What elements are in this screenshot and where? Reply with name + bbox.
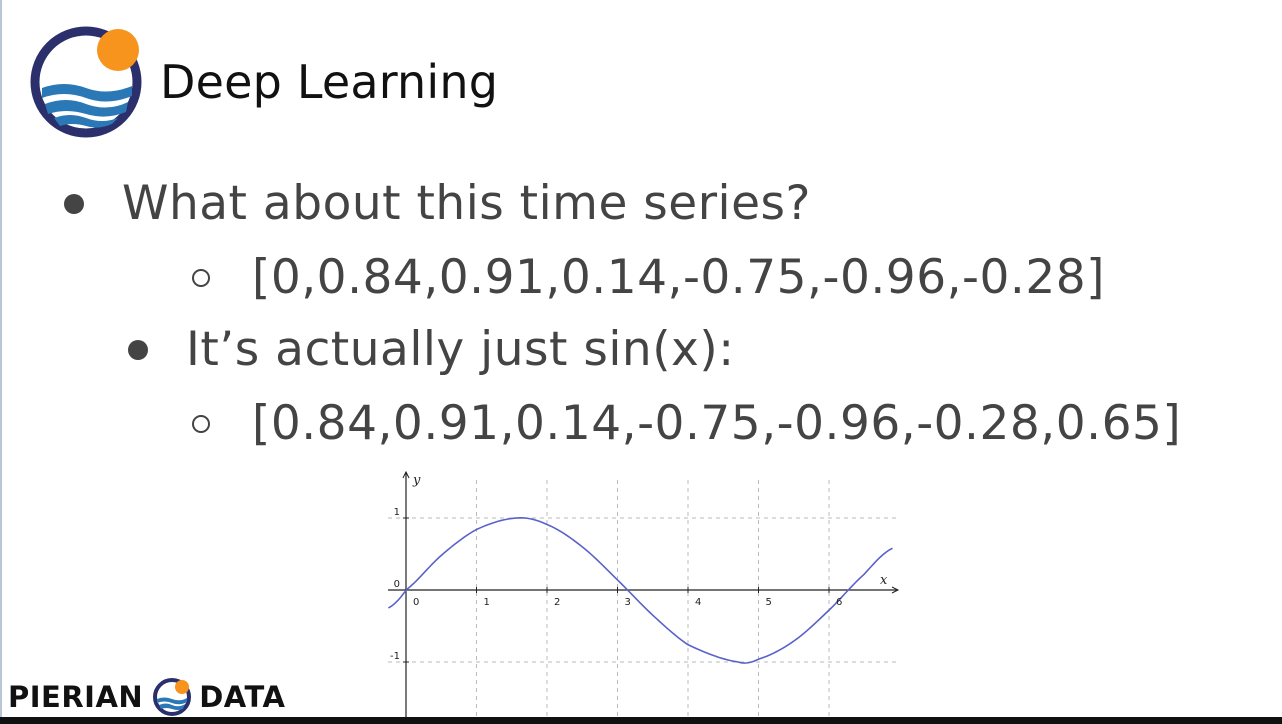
bullet-ring-icon: [192, 415, 210, 433]
x-tick-label: 0: [413, 597, 419, 608]
bullet-text: What about this time series?: [122, 176, 811, 231]
data-point: [546, 523, 548, 525]
x-tick-label: 4: [695, 597, 701, 608]
slide-title: Deep Learning: [160, 55, 499, 109]
data-point: [891, 547, 893, 549]
footer-logo-right-word: DATA: [199, 680, 286, 714]
y-axis-label: y: [412, 473, 421, 488]
sine-curve-series: [387, 517, 893, 664]
data-point: [687, 644, 689, 646]
data-point: [405, 589, 407, 591]
y-tick-label: 1: [394, 507, 400, 518]
data-point: [387, 607, 389, 609]
x-tick-label: 2: [554, 597, 560, 608]
y-axis-arrow: [402, 470, 410, 479]
sun-over-waves-logo-icon: [153, 678, 192, 716]
y-tick-label: 0: [394, 579, 400, 590]
data-point: [617, 579, 619, 581]
bullet-dot-icon: [128, 340, 148, 360]
bullet-dot-icon: [64, 194, 84, 214]
bullet-ring-icon: [192, 269, 210, 287]
x-tick-label: 6: [836, 597, 842, 608]
window-left-edge: [0, 0, 2, 724]
sub-bullet-text: [0.84,0.91,0.14,-0.75,-0.96,-0.28,0.65]: [252, 396, 1182, 451]
sun-over-waves-logo-icon: [30, 26, 142, 138]
sub-bullet-text: [0,0.84,0.91,0.14,-0.75,-0.96,-0.28]: [252, 250, 1105, 305]
pierian-data-logo: PIERIAN DATA: [8, 676, 285, 718]
data-point: [652, 614, 654, 616]
data-point: [758, 658, 760, 660]
bullet-item: What about this time series?: [64, 174, 811, 234]
sub-bullet-item: [0.84,0.91,0.14,-0.75,-0.96,-0.28,0.65]: [192, 394, 1181, 454]
bullet-text: It’s actually just sin(x):: [186, 322, 735, 377]
data-point: [581, 546, 583, 548]
x-tick-label: 1: [484, 597, 490, 608]
data-point: [863, 573, 865, 575]
x-tick-label: 3: [625, 597, 631, 608]
y-tick-label: -1: [390, 651, 400, 662]
data-point: [793, 640, 795, 642]
window-bottom-bar: [0, 717, 1282, 724]
data-point: [516, 517, 518, 519]
x-axis-arrow: [891, 586, 900, 594]
bullet-item: It’s actually just sin(x):: [128, 320, 735, 380]
x-tick-label: 5: [766, 597, 772, 608]
footer-logo-left-word: PIERIAN: [8, 680, 144, 714]
data-point: [440, 554, 442, 556]
sub-bullet-item: [0,0.84,0.91,0.14,-0.75,-0.96,-0.28]: [192, 248, 1105, 308]
x-axis-label: x: [880, 573, 888, 588]
data-point: [476, 529, 478, 531]
sine-chart: 0 1 2 3 4 5 6 1 0 -1 x y: [387, 470, 900, 718]
data-point: [828, 609, 830, 611]
data-point: [737, 661, 739, 663]
